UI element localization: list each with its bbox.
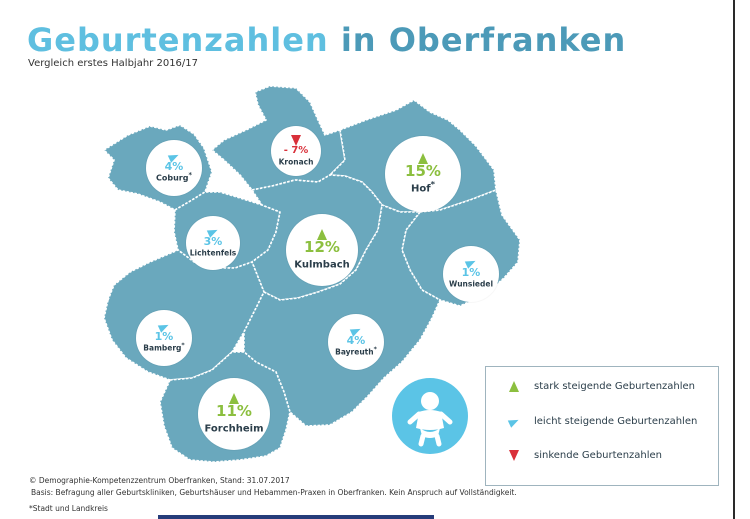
region-name: Bamberg (143, 343, 182, 353)
region-name: Forchheim (204, 423, 264, 435)
triangle-right-blue-icon (507, 415, 521, 428)
legend-down: sinkende Geburtenzahlen (504, 450, 662, 461)
strong-increase-icon (229, 393, 239, 405)
title-part-1: Geburtenzahlen (27, 21, 329, 59)
region-name: Lichtenfels (189, 248, 237, 258)
region-name: Kulmbach (294, 259, 350, 271)
footer-basis: Basis: Befragung aller Geburtskliniken, … (31, 488, 517, 497)
legend-down-label: sinkende Geburtenzahlen (534, 450, 663, 461)
region-value: 11% (216, 402, 252, 421)
city-forchheim: 11% Forchheim (198, 378, 270, 450)
frame-border (733, 0, 735, 519)
region-value: 4% (346, 334, 366, 348)
city-hof: 15% Hof* (385, 136, 461, 212)
legend-strong-label: stark steigende Geburtenzahlen (534, 381, 696, 392)
subtitle: Vergleich erstes Halbjahr 2016/17 (28, 58, 199, 69)
region-value: 3% (203, 235, 223, 249)
page-title: Geburtenzahlen in Oberfranken (27, 24, 626, 56)
city-bamberg: 1% Bamberg* (136, 310, 192, 366)
region-name: Wunsiedel (448, 279, 494, 289)
region-value: 15% (405, 162, 441, 181)
triangle-down-red-icon (509, 450, 519, 461)
bottom-bar (158, 515, 434, 519)
region-value: 1% (461, 266, 481, 280)
region-value: 4% (164, 159, 184, 173)
triangle-up-green-icon (509, 381, 519, 392)
city-kronach: - 7% Kronach (271, 126, 321, 176)
legend-light: leicht steigende Geburtenzahlen (504, 415, 698, 428)
region-value: 12% (304, 238, 340, 257)
city-kulmbach: 12% Kulmbach (286, 214, 358, 286)
region-name: Bayreuth (335, 347, 374, 357)
legend-light-label: leicht steigende Geburtenzahlen (534, 416, 698, 427)
legend-strong: stark steigende Geburtenzahlen (504, 381, 695, 392)
baby-icon (392, 378, 468, 454)
legend: stark steigende Geburtenzahlen leicht st… (485, 366, 719, 486)
region-marker: * (181, 341, 185, 349)
title-part-2: in Oberfranken (340, 21, 627, 59)
footer-source: © Demographie-Kompetenzzentrum Oberfrank… (29, 476, 290, 485)
city-bayreuth: 4% Bayreuth* (328, 314, 384, 370)
footer-note: *Stadt und Landkreis (29, 504, 108, 513)
region-name: Kronach (278, 157, 314, 167)
city-coburg: 4% Coburg* (146, 140, 202, 196)
city-lichtenfels: 3% Lichtenfels (186, 216, 240, 270)
region-marker: * (373, 345, 377, 353)
region-value: 1% (154, 330, 174, 344)
region-marker: * (430, 179, 435, 190)
region-value: - 7% (283, 145, 309, 157)
strong-increase-icon (418, 153, 428, 165)
region-name: Coburg (156, 173, 189, 183)
strong-increase-icon (317, 229, 327, 241)
city-wunsiedel: 1% Wunsiedel (443, 246, 499, 302)
region-marker: * (188, 171, 192, 180)
decrease-icon (291, 135, 301, 147)
region-name: Hof (411, 183, 431, 195)
